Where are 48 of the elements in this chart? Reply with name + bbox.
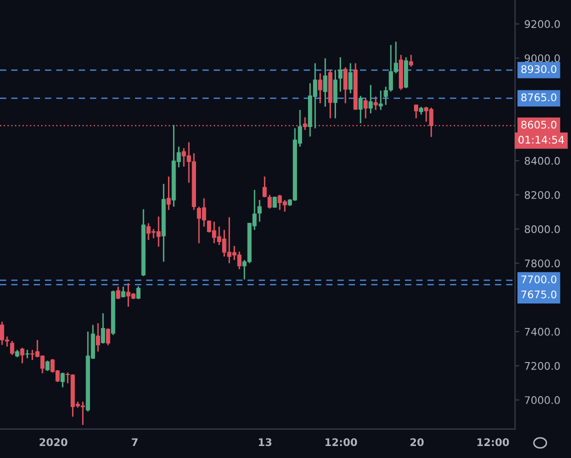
candlestick — [408, 54, 414, 68]
ref-line-label: 7700.0 — [521, 275, 556, 284]
x-tick-label: 7 — [132, 438, 138, 446]
candlestick — [45, 360, 50, 372]
y-tick-label: 7200.0 — [524, 362, 560, 370]
candlestick — [20, 347, 24, 364]
text: 01:14:54 — [518, 136, 564, 144]
candlestick — [333, 69, 338, 119]
ref-line-label: 8765.0 — [521, 93, 556, 102]
candlestick — [378, 90, 383, 111]
legend-label: 7675.0 — [521, 290, 556, 298]
ref-line-label: 8605.0 — [521, 120, 556, 129]
candlestick — [121, 286, 126, 298]
x-tick-label: 12:00 — [326, 438, 358, 446]
candlestick — [10, 340, 14, 356]
candlestick — [318, 72, 322, 104]
candlestick — [106, 328, 110, 346]
candlestick — [262, 176, 267, 198]
candlestick — [323, 58, 328, 108]
candlestick — [348, 62, 353, 94]
candlestick — [100, 312, 106, 344]
x-tick-label: 20 — [410, 438, 424, 446]
candlestick — [96, 322, 100, 352]
candlestick — [338, 56, 342, 92]
candlestick — [257, 199, 262, 222]
candlestick — [374, 96, 378, 111]
candlestick — [364, 98, 368, 119]
candlestick — [343, 66, 348, 104]
candlestick — [116, 286, 120, 300]
x-tick-label: 12:00 — [477, 438, 509, 446]
y-tick-label: 7000.0 — [524, 396, 560, 404]
candlestick — [358, 95, 363, 124]
candlestick — [136, 286, 140, 300]
x-tick-label: 13 — [258, 438, 272, 446]
candlestick — [60, 372, 65, 388]
y-tick-label: 7400.0 — [524, 328, 560, 336]
x-tick-label: 2020 — [40, 438, 68, 446]
candlestick — [368, 84, 373, 114]
candlestick — [268, 194, 272, 210]
y-tick-label: 9200.0 — [524, 20, 560, 28]
candlestick — [166, 176, 171, 211]
y-tick-label: 7800.0 — [524, 259, 560, 268]
candlestick — [414, 104, 418, 119]
y-tick-label: 8000.0 — [524, 225, 560, 234]
ref-line-label: 8930.0 — [521, 65, 556, 74]
y-tick-label: 8400.0 — [524, 156, 560, 165]
y-tick-label: 9000.0 — [524, 54, 560, 62]
y-tick-label: 8200.0 — [524, 191, 560, 199]
